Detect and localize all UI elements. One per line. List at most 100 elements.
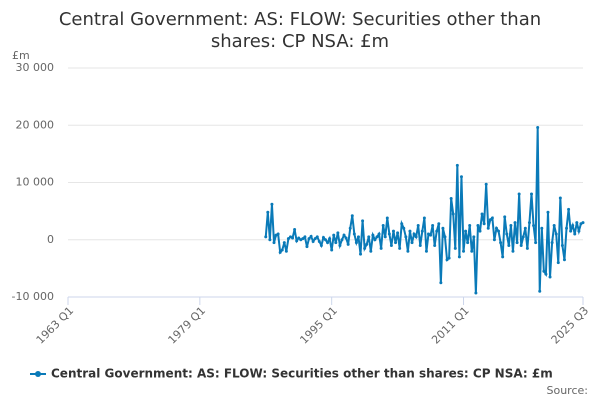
point [501, 255, 505, 259]
point [464, 229, 468, 233]
point [338, 243, 342, 247]
chart-title: Central Government: AS: FLOW: Securities… [59, 9, 541, 30]
point [581, 221, 585, 225]
point [424, 249, 428, 253]
point [507, 243, 511, 247]
point [575, 221, 579, 225]
point [286, 237, 290, 241]
point [429, 233, 433, 237]
point [367, 235, 371, 239]
point [408, 229, 412, 233]
point [410, 241, 414, 245]
point [503, 215, 507, 219]
x-tick-label: 1995 Q1 [297, 304, 340, 347]
point [328, 237, 332, 241]
legend-label: Central Government: AS: FLOW: Securities… [51, 367, 553, 381]
point [297, 236, 301, 240]
point [565, 226, 569, 230]
point [387, 232, 391, 236]
point [363, 246, 367, 250]
point [482, 222, 486, 226]
point [418, 243, 422, 247]
point [385, 216, 389, 220]
point [406, 249, 410, 253]
y-tick-label: 10 000 [16, 176, 55, 189]
point [307, 237, 311, 241]
y-tick-label: 30 000 [16, 61, 55, 74]
x-tick-label: 2025 Q3 [549, 304, 592, 347]
point [478, 229, 482, 233]
point [462, 249, 466, 253]
point [474, 291, 478, 295]
point [538, 289, 542, 293]
point [303, 235, 307, 239]
point [546, 210, 550, 214]
point [439, 281, 443, 285]
point [414, 235, 418, 239]
point [437, 222, 441, 226]
point [396, 231, 400, 235]
point [356, 235, 360, 239]
point [480, 212, 484, 216]
point [459, 175, 463, 179]
point [398, 246, 402, 250]
point [431, 223, 435, 227]
point [266, 210, 270, 214]
point [534, 241, 538, 245]
point [532, 223, 536, 227]
point [295, 239, 299, 243]
series-line [264, 127, 584, 294]
legend-symbol [35, 371, 41, 377]
point [453, 246, 457, 250]
point [270, 202, 274, 206]
point [492, 238, 496, 242]
point [311, 239, 315, 243]
point [505, 232, 509, 236]
point [379, 246, 383, 250]
point [466, 241, 470, 245]
point [352, 232, 356, 236]
point [272, 241, 276, 245]
point [400, 222, 404, 226]
point [468, 223, 472, 227]
x-tick-label: 2011 Q1 [429, 304, 472, 347]
point [441, 226, 445, 230]
point [389, 243, 393, 247]
point [383, 235, 387, 239]
point [558, 196, 562, 200]
point [348, 226, 352, 230]
point [525, 246, 529, 250]
point [527, 221, 531, 225]
point [359, 252, 363, 256]
point [470, 249, 474, 253]
point [309, 234, 313, 238]
y-tick-label: -10 000 [12, 290, 54, 303]
y-axis-label: £m [12, 49, 30, 62]
point [375, 235, 379, 239]
point [556, 261, 560, 265]
point [412, 232, 416, 236]
point [567, 207, 571, 211]
point [573, 232, 577, 236]
point [447, 256, 451, 260]
point [472, 235, 476, 239]
point [497, 229, 501, 233]
y-tick-label: 20 000 [16, 118, 55, 131]
point [540, 226, 544, 230]
point [569, 229, 573, 233]
point [326, 241, 330, 245]
point [361, 219, 365, 223]
point [315, 235, 319, 239]
point [513, 221, 517, 225]
point [334, 241, 338, 245]
point [291, 236, 295, 240]
point [394, 241, 398, 245]
point [490, 216, 494, 220]
point [515, 241, 519, 245]
point [577, 229, 581, 233]
point [457, 255, 461, 259]
point [451, 212, 455, 216]
point [422, 216, 426, 220]
source: Source: [547, 384, 589, 397]
point [284, 249, 288, 253]
